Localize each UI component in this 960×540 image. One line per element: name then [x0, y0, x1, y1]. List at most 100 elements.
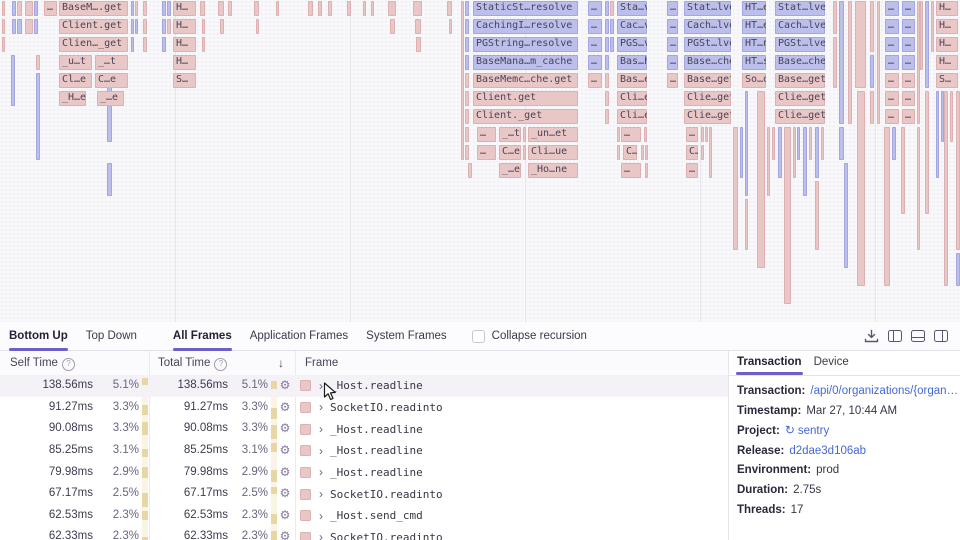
flame-frame[interactable]: HT…e	[742, 19, 766, 34]
flame-bar[interactable]	[218, 1, 224, 16]
flame-frame[interactable]: Client._get	[473, 109, 578, 124]
flame-frame[interactable]: C…	[623, 145, 637, 160]
expand-chevron-icon[interactable]: ›	[319, 422, 323, 437]
flame-bar[interactable]	[877, 1, 880, 124]
flame-frame[interactable]: …	[667, 37, 678, 52]
flame-frame[interactable]: S…	[936, 73, 958, 88]
flame-bar[interactable]	[936, 91, 939, 178]
flame-frame[interactable]: HT…s	[742, 55, 766, 70]
flame-frame[interactable]: C…	[686, 145, 698, 160]
info-icon[interactable]	[214, 358, 228, 371]
flame-bar[interactable]	[449, 19, 452, 34]
flame-bar[interactable]	[617, 127, 620, 142]
flame-graph[interactable]: … BaseM….get Client.get Clien…_get _u…t _…t Cl…	[0, 0, 960, 323]
flame-frame[interactable]: S…	[173, 73, 196, 88]
flame-bar[interactable]	[388, 1, 396, 16]
table-row[interactable]: 79.98ms 2.9% 79.98ms 2.9% ⚙ › _Host.readline	[0, 462, 728, 484]
flame-frame[interactable]: _…e	[499, 163, 521, 178]
flame-bar[interactable]	[767, 127, 770, 196]
flame-bar[interactable]	[778, 127, 782, 178]
flame-bar[interactable]	[605, 91, 609, 106]
flame-frame[interactable]: …	[477, 127, 496, 142]
flame-bar[interactable]	[200, 1, 205, 16]
flame-bar[interactable]	[131, 19, 134, 34]
flame-frame[interactable]: H…	[936, 19, 958, 34]
flame-bar[interactable]	[605, 1, 609, 16]
flame-bar[interactable]	[465, 1, 469, 16]
flame-bar[interactable]	[36, 73, 40, 160]
expand-chevron-icon[interactable]: ›	[319, 443, 323, 458]
flame-frame[interactable]: …	[885, 19, 899, 34]
flame-bar[interactable]	[254, 1, 259, 16]
flame-bar[interactable]	[167, 19, 171, 34]
flame-frame[interactable]: Cli…et	[617, 91, 647, 106]
flame-bar[interactable]	[833, 37, 837, 88]
flame-bar[interactable]	[162, 19, 166, 34]
flame-bar[interactable]	[143, 19, 147, 34]
column-header-frame[interactable]: Frame	[305, 357, 339, 369]
flame-frame[interactable]: Clien…_get	[59, 37, 128, 52]
flame-frame[interactable]: …	[686, 127, 698, 142]
flame-bar[interactable]	[2, 37, 5, 52]
flame-frame[interactable]: _…t	[95, 55, 128, 70]
flame-frame[interactable]: …	[885, 55, 899, 70]
flame-bar[interactable]	[347, 1, 351, 16]
flame-bar[interactable]	[701, 145, 704, 160]
flame-bar[interactable]	[925, 91, 929, 214]
flame-bar[interactable]	[892, 127, 896, 160]
flame-frame[interactable]: …	[902, 37, 915, 52]
column-header-total-time[interactable]: Total Time	[158, 351, 228, 375]
flame-frame[interactable]: Client.get	[473, 91, 578, 106]
flame-bar[interactable]	[308, 1, 313, 16]
flame-frame[interactable]: Bas…he	[617, 55, 647, 70]
flame-bar[interactable]	[468, 163, 472, 178]
flame-bar[interactable]	[956, 253, 960, 286]
flame-frame[interactable]: _un…et	[528, 127, 578, 142]
flame-bar[interactable]	[857, 91, 865, 286]
flame-frame[interactable]: PGS…ve	[617, 37, 647, 52]
flame-bar[interactable]	[465, 73, 469, 88]
flame-frame[interactable]: C…e	[499, 145, 521, 160]
flame-frame[interactable]: …	[885, 37, 899, 52]
flame-bar[interactable]	[162, 37, 166, 52]
flame-frame[interactable]: _H…e	[59, 91, 86, 106]
flame-bar[interactable]	[809, 127, 812, 160]
flame-frame[interactable]: …	[588, 1, 602, 16]
flame-frame[interactable]: …	[667, 73, 678, 88]
flame-frame[interactable]: Base…che	[684, 55, 731, 70]
flame-bar[interactable]	[709, 127, 712, 178]
flame-frame[interactable]: …	[588, 73, 602, 88]
expand-chevron-icon[interactable]: ›	[319, 487, 323, 502]
flame-bar[interactable]	[465, 145, 469, 160]
flame-frame[interactable]: …	[588, 37, 602, 52]
flame-bar[interactable]	[917, 127, 920, 250]
flame-bar[interactable]	[416, 37, 421, 52]
flame-bar[interactable]	[925, 1, 929, 88]
flame-bar[interactable]	[465, 127, 469, 142]
flame-bar[interactable]	[135, 1, 138, 16]
flame-frame[interactable]: …	[902, 1, 915, 16]
flame-frame[interactable]: …	[885, 73, 899, 88]
flame-bar[interactable]	[956, 91, 960, 250]
flame-frame[interactable]: Stat…lve	[775, 1, 825, 16]
frame-settings-gear-icon[interactable]: ⚙	[279, 421, 291, 436]
flame-bar[interactable]	[815, 127, 819, 178]
flame-frame[interactable]: Cli…et	[617, 109, 647, 124]
flame-bar[interactable]	[34, 1, 38, 16]
download-icon[interactable]	[864, 329, 879, 343]
flame-bar[interactable]	[135, 19, 138, 34]
flame-bar[interactable]	[465, 109, 469, 124]
flame-frame[interactable]: …	[667, 19, 678, 34]
tab-top-down[interactable]: Top Down	[85, 329, 137, 342]
flame-bar[interactable]	[12, 1, 16, 16]
flame-bar[interactable]	[870, 1, 874, 52]
flame-bar[interactable]	[465, 37, 469, 52]
flame-bar[interactable]	[772, 127, 775, 160]
flame-bar[interactable]	[645, 163, 648, 178]
flame-frame[interactable]: …	[44, 1, 57, 16]
detail-value-link[interactable]: /api/0/organizations/{organ…	[810, 385, 959, 397]
flame-bar[interactable]	[202, 19, 205, 34]
flame-frame[interactable]: StaticSt…resolve	[473, 1, 578, 16]
flame-frame[interactable]: Sta…ve	[617, 1, 647, 16]
flame-frame[interactable]: H…	[173, 1, 196, 16]
